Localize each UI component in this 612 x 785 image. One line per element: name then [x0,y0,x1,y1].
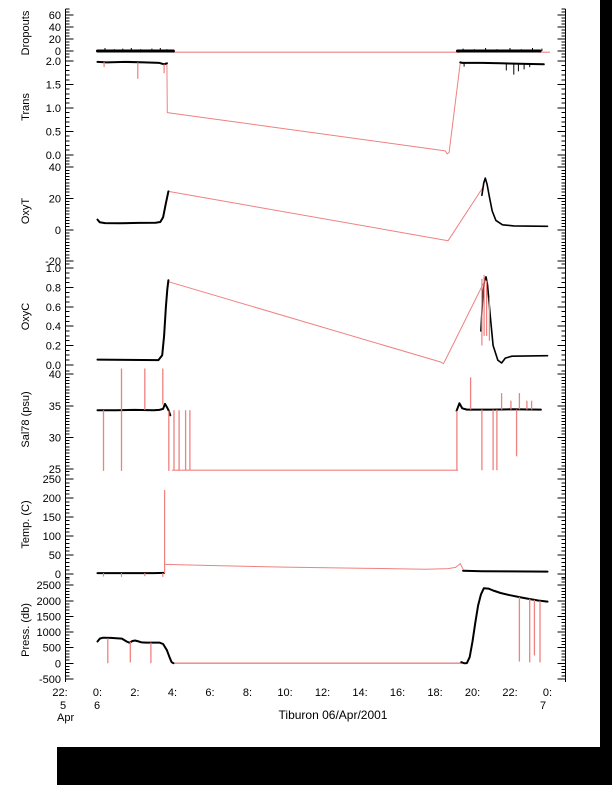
x-tick-label: 12: [315,687,330,699]
y-tick-label: 40 [49,369,61,381]
y-tick-label: 40 [49,22,61,34]
y-tick-label: 0 [55,569,61,581]
day-label-7: 7 [539,700,547,712]
y-tick-label: 50 [49,550,61,562]
y-tick-label: 1.0 [46,103,61,115]
y-tick-label: -20 [45,256,61,268]
y-axis-title-oxyc: OxyC [20,303,32,331]
x-tick-label: 22: [52,687,67,699]
y-axis-title-oxyt: OxyT [20,198,32,225]
y-axis-title-trans: Trans [20,93,32,121]
y-tick-label: 35 [49,401,61,413]
y-tick-label: 0.4 [46,321,61,333]
x-tick-label: 16: [390,687,405,699]
panel-temp: 0 50 100 150 200 250 Temp. (C) [20,470,566,581]
y-tick-label: 200 [43,493,61,505]
trans-series-1 [96,60,168,66]
x-tick-label: 10: [277,687,292,699]
x-tick-label: 0: [93,687,102,699]
oxyc-series-2 [480,275,549,364]
month-label: Apr [57,712,75,724]
x-tick-label: 4: [168,687,177,699]
y-tick-label: 0 [55,46,61,58]
press-series-1 [96,636,175,665]
y-tick-label: 150 [43,512,61,524]
y-tick-label: 20 [49,193,61,205]
y-tick-label: 0 [55,225,61,237]
y-tick-label: 40 [49,162,61,174]
panel-trans: 0.0 0.5 1.0 1.5 2.0 Trans [20,56,566,162]
sal78-series-2 [455,402,542,412]
y-axis-title-press: Press. (db) [20,603,32,657]
oxyt-series-0 [167,185,485,242]
trans-series-0 [166,61,461,155]
y-tick-label: 1.0 [46,263,61,275]
y-tick-label: 0.8 [46,282,61,294]
panel-sal78: 25 30 35 40 Sal78 (psu) [20,368,566,476]
sal78-series-1 [96,402,172,417]
oxyt-series-2 [481,177,549,228]
y-tick-label: 2.0 [46,56,61,68]
y-tick-label: 0.0 [46,150,61,162]
day-label-6: 6 [93,700,101,712]
y-tick-label: 25 [49,464,61,476]
y-tick-label: 30 [49,432,61,444]
press-series-2 [460,587,549,665]
y-tick-label: 0.6 [46,302,61,314]
oxyc-series-0 [167,281,485,365]
x-tick-label: 20: [465,687,480,699]
y-tick-label: 1.5 [46,79,61,91]
chart-title: Tiburon 06/Apr/2001 [278,708,388,722]
y-tick-label: 1500 [37,611,61,623]
y-axis-title-temp: Temp. (C) [20,500,32,548]
y-tick-label: 0.5 [46,126,61,138]
y-tick-label: 0 [55,658,61,670]
panel-oxyt: -20 0 20 40 OxyT [20,157,566,268]
bottom-black-bar [57,747,612,785]
x-tick-label: 0: [543,687,552,699]
trans-series-2 [459,61,545,66]
panel-press: -500 0 500 1000 1500 2000 2500 Press. (db) [20,578,566,686]
y-tick-label: 1000 [37,627,61,639]
y-tick-label: 500 [43,643,61,655]
x-tick-label: 22: [502,687,517,699]
temp-series-2 [462,569,549,573]
x-tick-label: 8: [243,687,252,699]
oxyc-series-1 [96,279,170,362]
panel-oxyc: 0.0 0.2 0.4 0.6 0.8 1.0 OxyC [20,263,566,372]
oxyt-series-1 [96,190,170,225]
x-tick-label: 18: [427,687,442,699]
y-axis-title-sal78: Sal78 (psu) [20,391,32,447]
y-tick-label: 60 [49,10,61,22]
y-tick-label: 250 [43,474,61,486]
y-axis-title-dropouts: Dropouts [20,10,32,55]
right-black-bar [600,0,612,785]
y-tick-label: -500 [39,674,61,686]
day-label-5: 5 [59,700,67,712]
y-tick-label: 2000 [37,596,61,608]
y-tick-label: 0.2 [46,341,61,353]
x-axis-labels: 22: 0: 2: 4: 6: 8: 10: 12: 14: 16: 18: 20: 22: 0: [52,687,552,699]
temp-series-0 [164,563,464,570]
y-tick-label: 0.0 [46,360,61,372]
x-tick-label: 2: [130,687,139,699]
y-tick-label: 2500 [37,580,61,592]
x-tick-label: 6: [205,687,214,699]
x-tick-label: 14: [352,687,367,699]
y-tick-label: 20 [49,34,61,46]
y-tick-label: 100 [43,531,61,543]
